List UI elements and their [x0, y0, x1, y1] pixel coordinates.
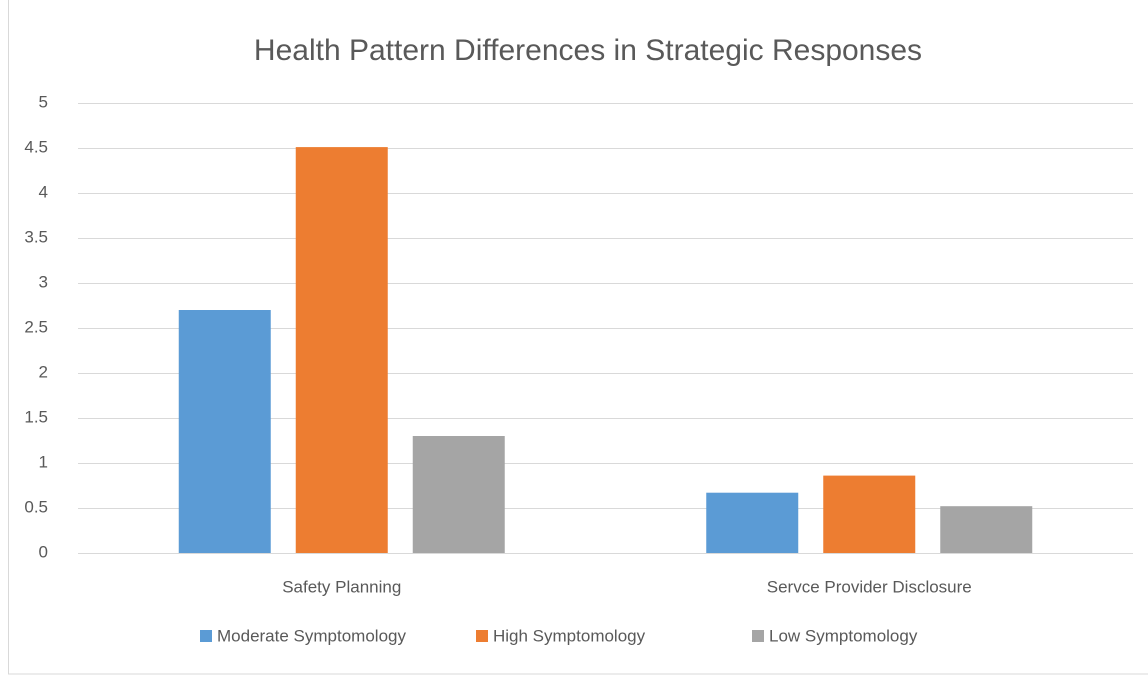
- legend-swatch: [200, 630, 212, 642]
- y-tick-label: 4.5: [24, 137, 48, 156]
- y-tick-label: 1.5: [24, 407, 48, 426]
- bar: [412, 436, 505, 553]
- y-tick-label: 5: [39, 92, 48, 111]
- y-tick-label: 1: [39, 452, 48, 471]
- bar: [706, 492, 799, 553]
- x-tick-label: Safety Planning: [282, 577, 401, 596]
- legend-label: Low Symptomology: [769, 626, 918, 645]
- y-tick-label: 3.5: [24, 227, 48, 246]
- bar: [823, 475, 916, 553]
- bar: [295, 147, 388, 553]
- bar: [178, 310, 271, 553]
- legend-label: Moderate Symptomology: [217, 626, 406, 645]
- chart-title: Health Pattern Differences in Strategic …: [254, 34, 922, 67]
- y-tick-label: 4: [39, 182, 48, 201]
- y-tick-label: 2: [39, 362, 48, 381]
- legend-label: High Symptomology: [493, 626, 646, 645]
- y-tick-label: 0: [39, 542, 48, 561]
- y-tick-label: 0.5: [24, 497, 48, 516]
- x-tick-label: Servce Provider Disclosure: [767, 577, 972, 596]
- bar: [940, 506, 1033, 553]
- y-tick-label: 2.5: [24, 317, 48, 336]
- y-tick-label: 3: [39, 272, 48, 291]
- legend-swatch: [752, 630, 764, 642]
- legend-swatch: [476, 630, 488, 642]
